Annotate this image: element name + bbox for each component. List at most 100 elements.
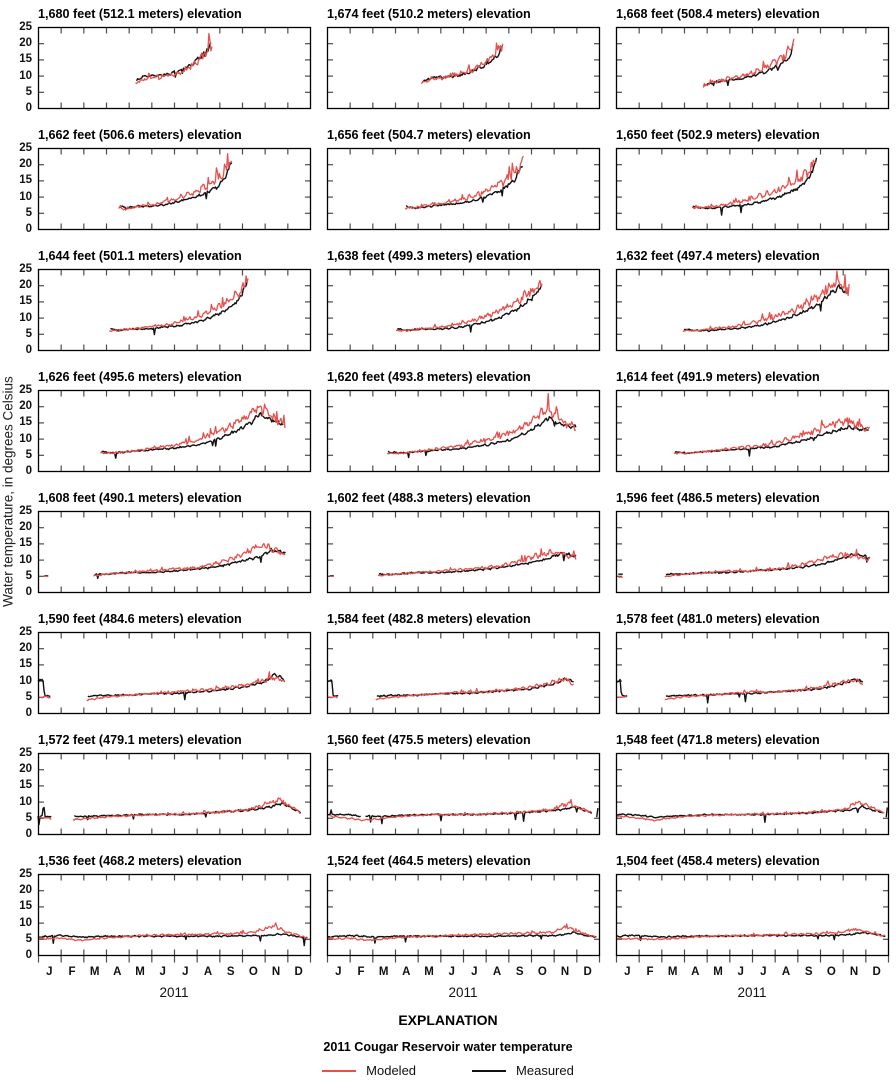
month-tick-label: N [560, 966, 570, 978]
month-tick-label: M [378, 966, 389, 978]
plot-svg [326, 26, 601, 110]
legend-item-modeled: Modeled [322, 1063, 416, 1078]
y-tick-label: 25 [19, 626, 32, 638]
y-tick-label: 25 [19, 384, 32, 396]
month-tick-label: J [159, 966, 166, 978]
modeled-line [404, 155, 524, 210]
month-tick-label: M [89, 966, 100, 978]
modeled-line [329, 548, 577, 578]
y-tick-label: 10 [19, 674, 32, 687]
y-tick-label: 25 [19, 263, 32, 275]
modeled-line [387, 392, 576, 455]
plot-svg [615, 147, 890, 231]
y-tick-label: 15 [19, 658, 32, 671]
plot-svg [326, 631, 601, 715]
plot-svg [615, 873, 890, 963]
plot-svg [615, 752, 890, 836]
plot-svg [326, 147, 601, 231]
modeled-line [682, 270, 850, 332]
modeled-line [38, 797, 301, 821]
panel-title: 1,650 feet (502.9 meters) elevation [616, 128, 820, 142]
month-tick-label: J [760, 966, 767, 978]
month-tick-label: J [335, 966, 342, 978]
modeled-line [326, 923, 597, 942]
month-tick-label: N [271, 966, 281, 978]
plot-svg [37, 873, 312, 963]
panel-title: 1,656 feet (504.7 meters) elevation [327, 128, 531, 142]
y-tick-label: 15 [19, 537, 32, 550]
panel-title: 1,504 feet (458.4 meters) elevation [616, 854, 820, 868]
modeled-line [135, 32, 213, 85]
measured-line [615, 678, 864, 704]
panel-title: 1,572 feet (479.1 meters) elevation [38, 733, 242, 747]
plot-svg [615, 268, 890, 352]
y-tick-label: 0 [25, 344, 32, 356]
month-tick-label: O [826, 966, 836, 978]
plot-svg [37, 26, 312, 110]
month-tick-label: D [583, 966, 592, 978]
panel-title: 1,644 feet (501.1 meters) elevation [38, 249, 242, 263]
month-tick-label: M [135, 966, 145, 978]
modeled-line [109, 275, 249, 333]
y-tick-label: 25 [19, 505, 32, 517]
y-tick-label: 20 [19, 279, 32, 292]
panel-title: 1,590 feet (484.6 meters) elevation [38, 612, 242, 626]
measured-line [110, 280, 248, 336]
modeled-line [616, 800, 885, 822]
plot-svg [37, 752, 312, 836]
modeled-line [691, 159, 817, 210]
plot-svg [37, 268, 312, 352]
y-tick-label: 25 [19, 142, 32, 154]
panel-title: 1,614 feet (491.9 meters) elevation [616, 370, 820, 384]
modeled-line [117, 153, 233, 211]
plot-svg [326, 510, 601, 594]
plot-svg [37, 147, 312, 231]
y-tick-label: 15 [19, 174, 32, 187]
modeled-line [44, 542, 286, 578]
panel-title: 1,668 feet (508.4 meters) elevation [616, 7, 820, 21]
month-tick-label: A [402, 966, 411, 978]
month-tick-label: S [515, 966, 524, 978]
month-tick-label: J [624, 966, 631, 978]
panel-title: 1,560 feet (475.5 meters) elevation [327, 733, 531, 747]
month-tick-label: A [781, 966, 791, 978]
y-tick-label: 20 [19, 158, 32, 171]
panel-title: 1,602 feet (488.3 meters) elevation [327, 491, 531, 505]
legend-label: Measured [516, 1063, 574, 1078]
y-tick-label: 5 [25, 932, 32, 945]
y-tick-label: 15 [19, 900, 32, 913]
y-tick-label: 10 [19, 311, 32, 324]
month-tick-label: A [113, 966, 122, 978]
y-tick-label: 5 [25, 327, 32, 340]
explanation-subtitle: 2011 Cougar Reservoir water temperature [323, 1040, 573, 1054]
measured-line [703, 43, 794, 87]
y-tick-label: 15 [19, 295, 32, 308]
y-tick-label: 0 [25, 223, 32, 235]
panel-title: 1,680 feet (512.1 meters) elevation [38, 7, 242, 21]
measured-line [37, 672, 286, 701]
y-tick-label: 0 [25, 586, 32, 598]
measured-line [327, 931, 597, 944]
month-tick-label: A [691, 966, 700, 978]
panel-title: 1,584 feet (482.8 meters) elevation [327, 612, 531, 626]
plot-svg [615, 510, 890, 594]
measured-line [396, 285, 543, 333]
y-tick-label: 10 [19, 916, 32, 929]
y-tick-label: 20 [19, 37, 32, 50]
modeled-line [615, 927, 886, 941]
plot-svg [615, 631, 890, 715]
month-tick-label: J [182, 966, 189, 978]
y-tick-label: 10 [19, 69, 32, 82]
y-tick-label: 5 [25, 85, 32, 98]
month-tick-label: F [357, 966, 365, 978]
month-tick-label: F [68, 966, 76, 978]
plot-svg [326, 389, 601, 473]
plot-svg [37, 389, 312, 473]
panel-title: 1,626 feet (495.6 meters) elevation [38, 370, 242, 384]
modeled-line [421, 42, 504, 84]
y-tick-label: 20 [19, 642, 32, 655]
y-tick-label: 10 [19, 795, 32, 808]
month-tick-label: S [226, 966, 235, 978]
panel-title: 1,638 feet (499.3 meters) elevation [327, 249, 531, 263]
